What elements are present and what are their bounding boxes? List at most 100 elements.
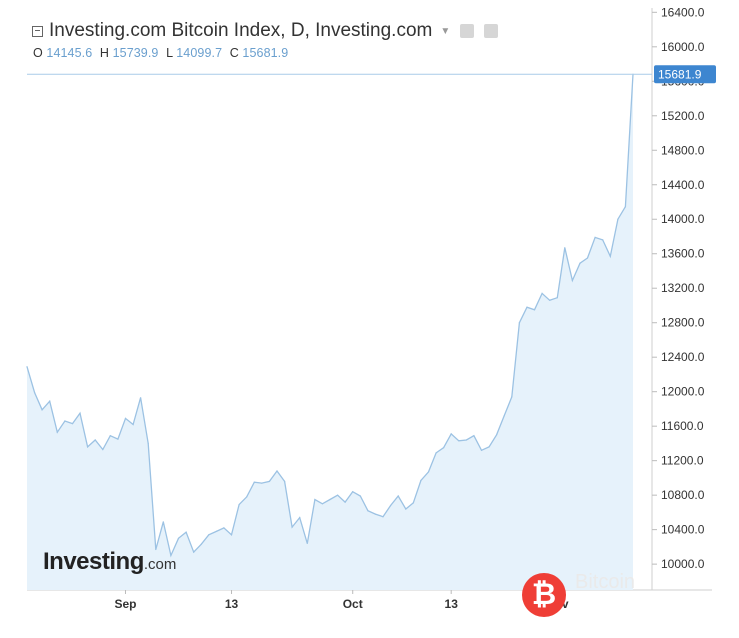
data-point bbox=[140, 397, 142, 399]
x-tick-label: 13 bbox=[445, 597, 459, 611]
data-point bbox=[238, 504, 240, 506]
data-point bbox=[352, 491, 354, 493]
y-tick-label: 12400.0 bbox=[661, 350, 705, 364]
y-tick-label: 16400.0 bbox=[661, 5, 705, 19]
ohlc-low-value: 14099.7 bbox=[176, 46, 223, 60]
data-point bbox=[624, 206, 627, 208]
data-point bbox=[594, 236, 596, 238]
data-point bbox=[185, 531, 187, 533]
data-point bbox=[155, 548, 157, 551]
data-point bbox=[556, 297, 558, 299]
ohlc-low-key: L bbox=[166, 46, 173, 60]
data-point bbox=[617, 218, 619, 220]
y-tick-label: 13200.0 bbox=[661, 281, 705, 295]
data-point bbox=[405, 508, 407, 510]
data-point bbox=[511, 396, 513, 398]
data-point bbox=[124, 417, 127, 419]
data-point bbox=[208, 534, 210, 536]
data-point bbox=[533, 309, 536, 311]
caret-down-icon[interactable]: ▼ bbox=[440, 25, 451, 37]
y-tick-label: 14800.0 bbox=[661, 143, 705, 157]
ohlc-readout: O 14145.6 H 15739.9 L 14099.7 C 15681.9 bbox=[33, 46, 292, 60]
y-tick-label: 14000.0 bbox=[661, 212, 705, 226]
data-point bbox=[253, 481, 255, 483]
y-tick-label: 10400.0 bbox=[661, 523, 705, 537]
data-point bbox=[56, 431, 58, 433]
y-tick-label: 11200.0 bbox=[661, 454, 704, 468]
data-point bbox=[382, 516, 384, 518]
y-tick-label: 15200.0 bbox=[661, 109, 705, 123]
data-point bbox=[49, 400, 51, 402]
data-point bbox=[170, 554, 172, 557]
data-point bbox=[503, 415, 505, 417]
data-point bbox=[26, 366, 28, 368]
data-point bbox=[261, 482, 263, 484]
data-point bbox=[443, 447, 445, 449]
data-point bbox=[526, 306, 528, 308]
data-point bbox=[132, 423, 134, 426]
data-point bbox=[246, 496, 248, 498]
data-point bbox=[147, 442, 149, 444]
data-point bbox=[306, 542, 308, 545]
data-point bbox=[329, 498, 331, 501]
data-point bbox=[435, 452, 437, 454]
ohlc-open-value: 14145.6 bbox=[46, 46, 93, 60]
data-point bbox=[200, 543, 202, 545]
data-point bbox=[420, 479, 422, 482]
series-area bbox=[27, 74, 633, 590]
x-tick-label: 13 bbox=[225, 597, 239, 611]
ohlc-high-value: 15739.9 bbox=[112, 46, 159, 60]
data-point bbox=[579, 262, 581, 264]
data-point bbox=[609, 255, 611, 257]
data-point bbox=[602, 239, 604, 241]
data-point bbox=[367, 510, 369, 512]
y-tick-label: 12000.0 bbox=[661, 385, 705, 399]
bitcoin-watermark-text: Bitcoin bbox=[575, 571, 636, 593]
y-tick-label: 11600.0 bbox=[661, 419, 704, 433]
data-point bbox=[94, 439, 96, 441]
data-point bbox=[571, 279, 574, 282]
data-point bbox=[314, 498, 316, 501]
y-tick-label: 14400.0 bbox=[661, 178, 705, 192]
y-tick-label: 10800.0 bbox=[661, 488, 705, 502]
data-point bbox=[458, 440, 460, 442]
ohlc-close-value: 15681.9 bbox=[242, 46, 289, 60]
last-price-badge bbox=[654, 65, 716, 84]
data-point bbox=[541, 292, 543, 294]
data-point bbox=[321, 503, 323, 505]
collapse-icon[interactable] bbox=[32, 25, 43, 37]
y-tick-label: 13600.0 bbox=[661, 247, 705, 261]
chart-header: Investing.com Bitcoin Index, D, Investin… bbox=[32, 20, 499, 42]
data-point bbox=[427, 471, 430, 473]
gear-icon[interactable] bbox=[484, 24, 499, 38]
data-point bbox=[223, 527, 225, 529]
chart-title: Investing.com Bitcoin Index, D, Investin… bbox=[49, 20, 433, 41]
y-tick-label: 16000.0 bbox=[661, 40, 705, 54]
bitcoin-coin-icon: ₿ bbox=[522, 573, 566, 617]
data-point bbox=[34, 392, 36, 394]
data-point bbox=[518, 322, 521, 324]
settings-icon[interactable] bbox=[460, 24, 475, 38]
data-point bbox=[268, 480, 270, 482]
data-point bbox=[374, 513, 376, 515]
data-point bbox=[117, 438, 119, 440]
data-point bbox=[102, 448, 104, 451]
data-point bbox=[87, 446, 89, 448]
data-point bbox=[488, 446, 490, 448]
data-point bbox=[64, 420, 66, 422]
data-point bbox=[41, 409, 43, 411]
data-point bbox=[549, 299, 551, 301]
data-point bbox=[193, 551, 195, 553]
investing-logo-text: Investing bbox=[43, 548, 144, 575]
y-tick-label: 10000.0 bbox=[661, 557, 705, 571]
x-tick-label: Sep bbox=[114, 597, 136, 611]
data-point bbox=[215, 530, 217, 533]
data-point bbox=[397, 495, 399, 497]
data-point bbox=[480, 449, 483, 451]
data-point bbox=[230, 534, 233, 536]
ohlc-open-key: O bbox=[33, 46, 43, 60]
data-point bbox=[79, 412, 81, 414]
data-point bbox=[109, 435, 111, 437]
